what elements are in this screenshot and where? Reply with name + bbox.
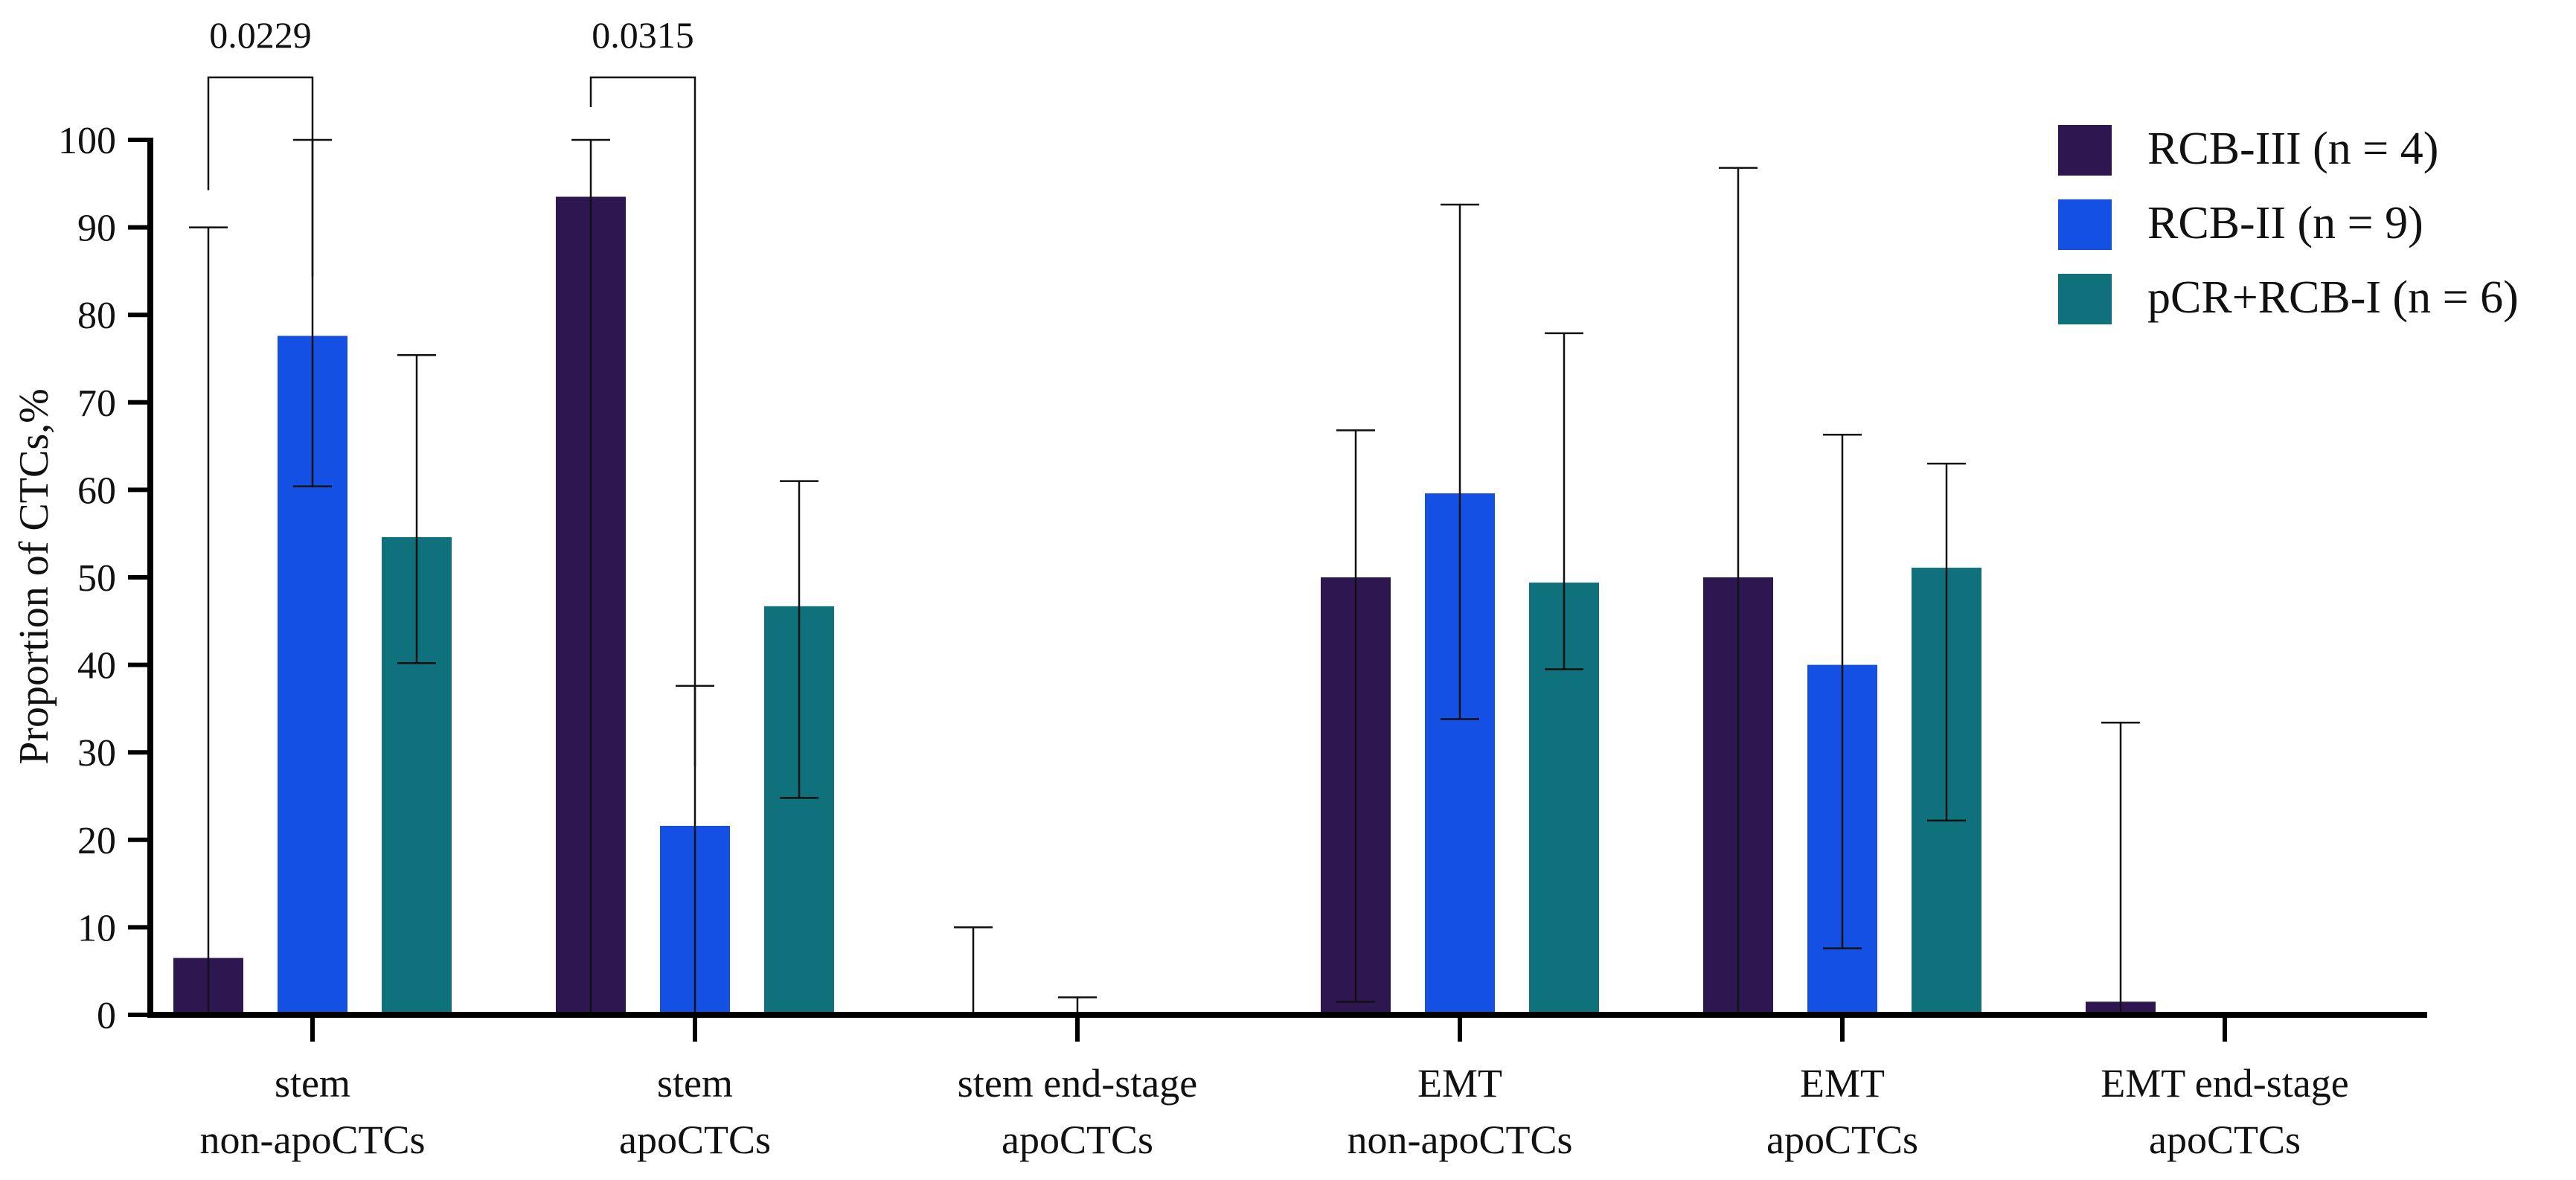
error-bars-group: [189, 138, 2140, 1015]
x-tick-label-1-line1: apoCTCs: [619, 1118, 771, 1162]
axes-group: [147, 138, 2427, 1018]
x-tick-label-4-line1: apoCTCs: [1766, 1118, 1918, 1162]
y-tick-label-0: 0: [97, 995, 116, 1037]
x-tick-label-5-line1: apoCTCs: [2149, 1118, 2301, 1162]
y-tick-label-90: 90: [77, 208, 116, 250]
significance-annotations: 0.0229 0.0315: [207, 14, 696, 766]
y-tick-label-30: 30: [77, 732, 116, 775]
y-tick-label-20: 20: [77, 820, 116, 862]
x-tick-label-3-line0: EMT: [1417, 1061, 1502, 1106]
significance-bracket-1: [589, 76, 696, 766]
x-tick-label-3-line1: non-apoCTCs: [1348, 1118, 1573, 1162]
x-tick-label-0-line1: non-apoCTCs: [200, 1118, 426, 1162]
x-tick-label-4-line0: EMT: [1800, 1061, 1885, 1106]
legend-label-2: pCR+RCB-I (n = 6): [2147, 272, 2519, 323]
legend-label-0: RCB-III (n = 4): [2147, 124, 2438, 174]
bars-group: [173, 196, 2156, 1016]
significance-label-0: 0.0229: [209, 14, 312, 56]
legend-swatch-1: [2058, 199, 2112, 250]
x-tick-label-2-line0: stem end-stage: [958, 1061, 1197, 1106]
significance-label-1: 0.0315: [592, 14, 694, 56]
legend: RCB-III (n = 4) RCB-II (n = 9) pCR+RCB-I (…: [2058, 124, 2519, 324]
y-tick-label-10: 10: [77, 907, 116, 949]
y-tick-label-100: 100: [58, 120, 116, 162]
y-tick-label-40: 40: [77, 645, 116, 687]
x-ticks-group: stem non-apoCTCs stem apoCTCs stem end-stage…: [200, 1015, 2349, 1162]
y-tick-label-60: 60: [77, 469, 116, 512]
x-tick-label-0-line0: stem: [275, 1061, 350, 1106]
x-tick-label-1-line0: stem: [657, 1061, 733, 1106]
x-tick-label-5-line0: EMT end-stage: [2101, 1061, 2348, 1106]
y-tick-label-80: 80: [77, 295, 116, 337]
legend-swatch-0: [2058, 125, 2112, 176]
y-ticks-group: 0 10 20 30 40 50 60 70 80 90 100: [58, 120, 150, 1037]
y-axis-title: Proportion of CTCs,%: [11, 388, 57, 765]
legend-label-1: RCB-II (n = 9): [2147, 198, 2423, 248]
y-tick-label-70: 70: [77, 382, 116, 425]
legend-swatch-2: [2058, 274, 2112, 324]
significance-bracket-0: [207, 76, 314, 277]
y-tick-label-50: 50: [77, 557, 116, 600]
x-tick-label-2-line1: apoCTCs: [1002, 1118, 1153, 1162]
